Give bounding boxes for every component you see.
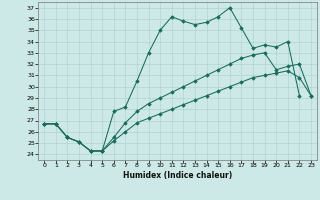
X-axis label: Humidex (Indice chaleur): Humidex (Indice chaleur) [123, 171, 232, 180]
